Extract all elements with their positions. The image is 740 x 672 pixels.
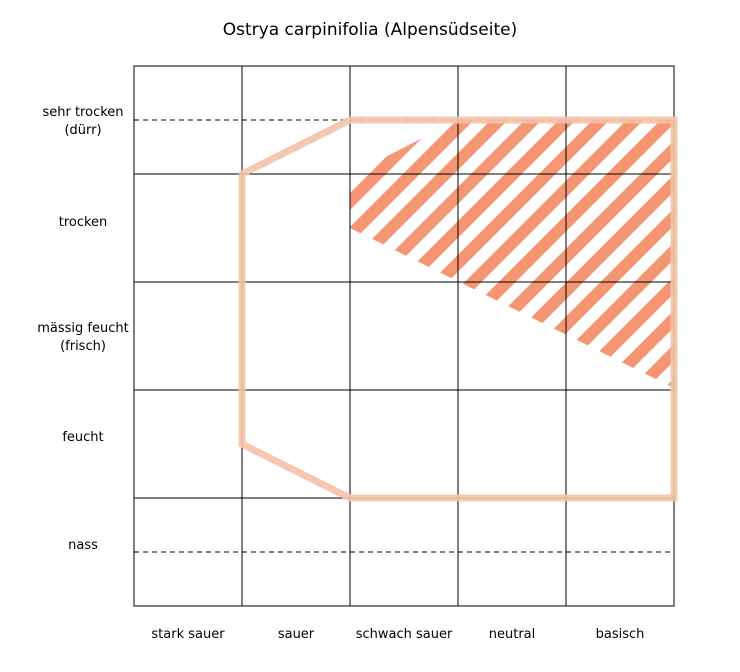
row-label-line: mässig feucht	[37, 321, 129, 336]
row-label-line: (frisch)	[60, 339, 106, 354]
row-label-line: trocken	[58, 215, 108, 230]
row-label-line: feucht	[62, 430, 104, 445]
row-label-trocken: trocken	[8, 214, 158, 232]
row-label-line: sehr trocken	[42, 105, 124, 120]
col-label-stark-sauer: stark sauer	[151, 627, 225, 642]
col-label-neutral: neutral	[488, 627, 536, 642]
row-label-nass: nass	[8, 537, 158, 555]
optimum-hatched-area	[350, 120, 674, 388]
row-label-line: (dürr)	[64, 123, 102, 138]
col-label-basisch: basisch	[595, 627, 645, 642]
row-label-maessig-feucht: mässig feucht (frisch)	[8, 320, 158, 356]
row-label-sehr-trocken: sehr trocken (dürr)	[8, 104, 158, 140]
diagram-title: Ostrya carpinifolia (Alpensüdseite)	[222, 20, 518, 40]
row-label-feucht: feucht	[8, 429, 158, 447]
col-label-sauer: sauer	[277, 627, 315, 642]
col-label-schwach-sauer: schwach sauer	[355, 627, 453, 642]
range-outline	[238, 116, 678, 502]
row-label-line: nass	[68, 538, 98, 553]
